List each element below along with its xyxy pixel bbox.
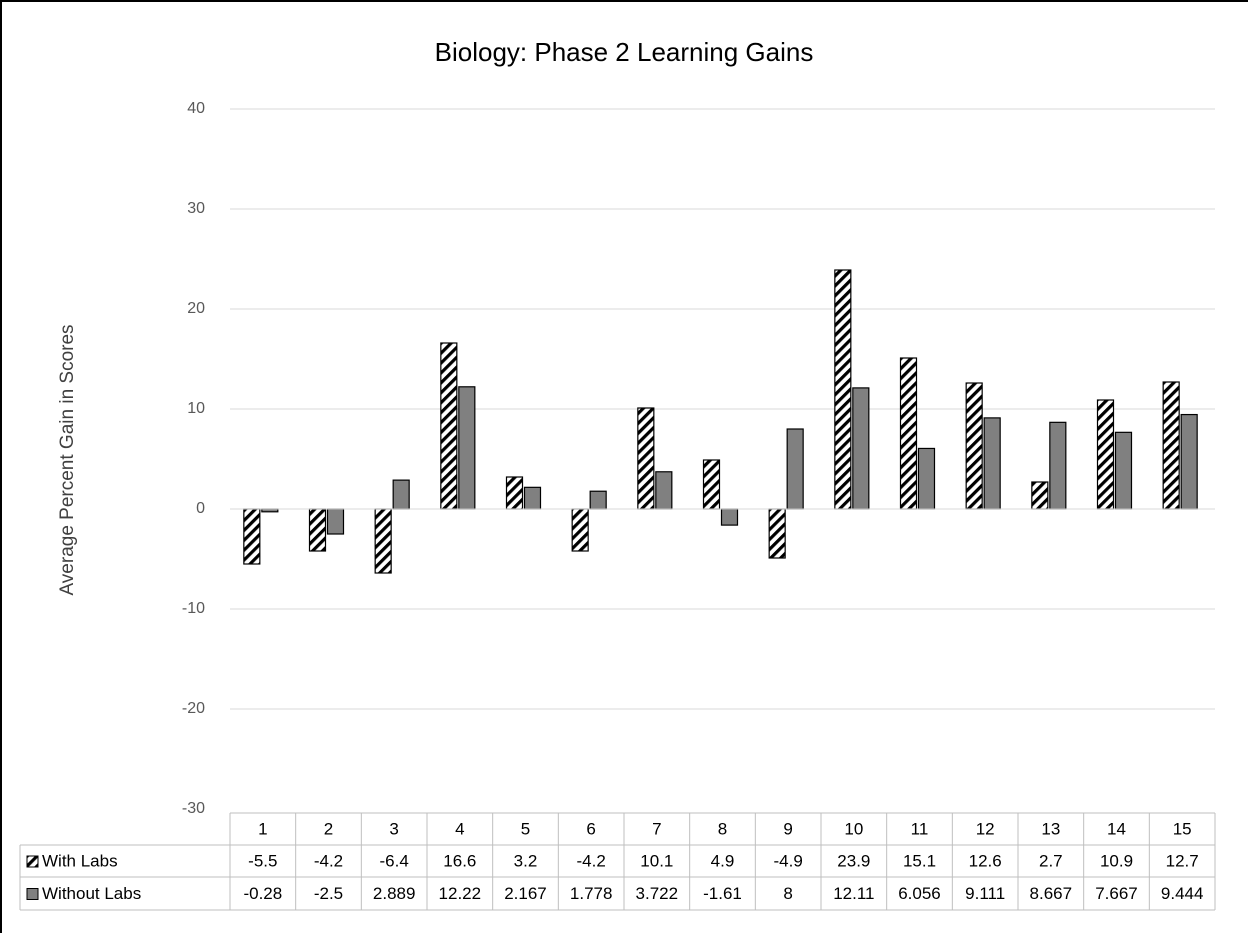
x-tick-label: 4 xyxy=(455,819,464,838)
y-tick-label: -20 xyxy=(182,700,205,717)
bar xyxy=(1180,413,1198,510)
bar xyxy=(720,508,739,526)
x-tick-label: 15 xyxy=(1173,819,1192,838)
data-label: 3.722 xyxy=(636,884,679,903)
bar xyxy=(589,490,607,510)
data-label: 12.7 xyxy=(1166,851,1199,870)
legend-key xyxy=(26,888,39,900)
bar xyxy=(243,508,261,565)
data-label: 8.667 xyxy=(1030,884,1073,903)
bar xyxy=(1114,431,1133,510)
bar xyxy=(786,428,804,510)
data-label: -5.5 xyxy=(248,851,277,870)
y-axis-label: Average Percent Gain in Scores xyxy=(57,324,78,595)
data-label: 2.889 xyxy=(373,884,416,903)
bar xyxy=(523,486,542,510)
data-label: 9.111 xyxy=(965,884,1005,903)
bar xyxy=(655,471,673,510)
x-tick-label: 3 xyxy=(389,819,398,838)
bar xyxy=(308,508,327,552)
data-label: 12.22 xyxy=(439,884,482,903)
legend-label: With Labs xyxy=(42,851,118,870)
x-tick-label: 8 xyxy=(718,819,727,838)
y-tick-label: 10 xyxy=(187,400,205,417)
data-label: 10.1 xyxy=(640,851,673,870)
x-tick-label: 1 xyxy=(258,819,267,838)
data-label: 16.6 xyxy=(443,851,476,870)
legend-label: Without Labs xyxy=(42,884,141,903)
x-tick-label: 9 xyxy=(783,819,792,838)
bar xyxy=(637,407,655,510)
data-label: -2.5 xyxy=(314,884,343,903)
bar xyxy=(899,357,918,510)
x-tick-label: 2 xyxy=(324,819,333,838)
data-label: 3.2 xyxy=(514,851,538,870)
data-label: 4.9 xyxy=(711,851,735,870)
x-tick-label: 5 xyxy=(521,819,530,838)
bar xyxy=(1049,421,1067,510)
data-label: 15.1 xyxy=(903,851,936,870)
data-label: 23.9 xyxy=(837,851,870,870)
data-label: 1.778 xyxy=(570,884,613,903)
bar xyxy=(917,447,936,510)
bar xyxy=(852,387,870,510)
x-tick-label: 12 xyxy=(976,819,995,838)
chart-title: Biology: Phase 2 Learning Gains xyxy=(435,37,814,67)
y-tick-label: 20 xyxy=(187,300,205,317)
legend-key xyxy=(26,855,39,868)
bar xyxy=(392,479,410,510)
data-label: 7.667 xyxy=(1095,884,1138,903)
data-label: 9.444 xyxy=(1161,884,1204,903)
data-label: -4.2 xyxy=(314,851,343,870)
y-tick-label: -10 xyxy=(182,600,205,617)
data-label: -1.61 xyxy=(703,884,742,903)
data-label: 8 xyxy=(783,884,792,903)
x-tick-label: 13 xyxy=(1041,819,1060,838)
bar xyxy=(1096,399,1115,510)
data-label: -6.4 xyxy=(380,851,409,870)
bar xyxy=(1162,381,1180,510)
y-tick-label: -30 xyxy=(182,800,205,817)
data-label: 12.11 xyxy=(833,884,874,903)
bar xyxy=(1031,481,1049,510)
data-label: 6.056 xyxy=(898,884,941,903)
bar xyxy=(505,476,524,510)
y-tick-label: 40 xyxy=(187,100,205,117)
bar xyxy=(440,342,458,510)
x-tick-label: 10 xyxy=(844,819,863,838)
data-label: -4.9 xyxy=(774,851,803,870)
bar xyxy=(965,382,983,510)
data-label: 12.6 xyxy=(969,851,1002,870)
bar xyxy=(702,459,721,510)
bar xyxy=(571,508,589,552)
y-tick-label: 0 xyxy=(196,500,205,517)
data-label: 2.7 xyxy=(1039,851,1063,870)
bar xyxy=(326,508,345,535)
data-label: 2.167 xyxy=(504,884,547,903)
bar xyxy=(834,269,852,510)
data-label: 10.9 xyxy=(1100,851,1133,870)
bar xyxy=(458,386,476,510)
bar xyxy=(768,508,786,559)
x-tick-label: 6 xyxy=(586,819,595,838)
x-tick-label: 11 xyxy=(911,819,929,838)
y-tick-label: 30 xyxy=(187,200,205,217)
bar xyxy=(983,417,1001,510)
bar xyxy=(374,508,392,574)
x-tick-label: 14 xyxy=(1107,819,1126,838)
x-tick-label: 7 xyxy=(652,819,661,838)
data-label: -0.28 xyxy=(243,884,282,903)
data-label: -4.2 xyxy=(577,851,606,870)
